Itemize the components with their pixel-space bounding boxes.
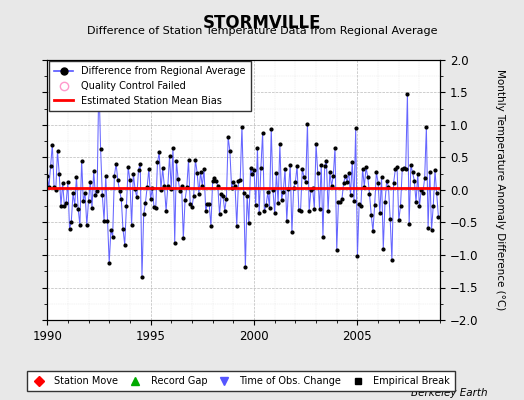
Legend: Station Move, Record Gap, Time of Obs. Change, Empirical Break: Station Move, Record Gap, Time of Obs. C… xyxy=(27,372,455,391)
Text: STORMVILLE: STORMVILLE xyxy=(203,14,321,32)
Text: Difference of Station Temperature Data from Regional Average: Difference of Station Temperature Data f… xyxy=(87,26,437,36)
Y-axis label: Monthly Temperature Anomaly Difference (°C): Monthly Temperature Anomaly Difference (… xyxy=(495,69,505,311)
Text: Berkeley Earth: Berkeley Earth xyxy=(411,388,487,398)
Legend: Difference from Regional Average, Quality Control Failed, Estimated Station Mean: Difference from Regional Average, Qualit… xyxy=(49,61,250,111)
